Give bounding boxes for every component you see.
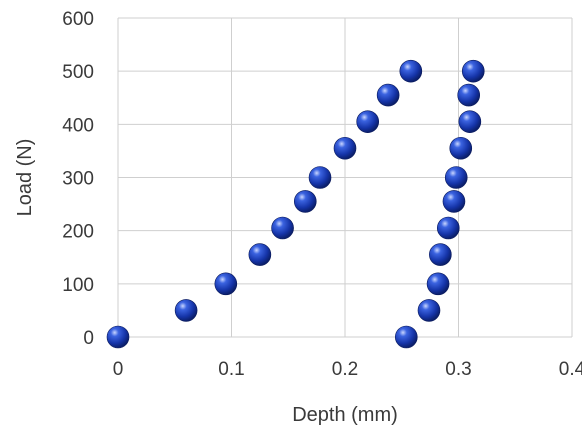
y-axis-title: Load (N) (14, 139, 36, 217)
y-tick-label: 500 (62, 62, 94, 83)
data-point (442, 190, 466, 213)
data-point (248, 243, 272, 266)
data-point (458, 110, 482, 133)
x-tick-label: 0.3 (445, 359, 471, 380)
data-point (214, 272, 238, 296)
data-point (399, 59, 423, 83)
y-tick-label: 100 (62, 275, 94, 296)
y-tick-label: 0 (83, 328, 94, 349)
y-tick-label: 400 (62, 115, 94, 136)
data-point (271, 216, 294, 240)
data-point (308, 166, 332, 189)
y-tick-label: 300 (62, 169, 94, 190)
x-tick-label: 0.1 (218, 359, 244, 380)
x-tick-label: 0.2 (332, 359, 358, 380)
x-tick-label: 0 (113, 359, 124, 380)
data-point (429, 243, 452, 266)
data-point (461, 59, 485, 83)
data-point (293, 190, 317, 213)
grid (117, 17, 573, 338)
data-point (333, 136, 357, 160)
data-point (417, 299, 441, 322)
data-point (426, 272, 450, 296)
tick-labels: 0 100 200 300 400 500 600 0 0.1 0.2 0.3 0.4 (62, 9, 582, 380)
data-point (449, 136, 473, 160)
y-tick-label: 600 (62, 9, 94, 30)
y-tick-label: 200 (62, 222, 94, 243)
data-point (356, 110, 380, 133)
data-point (444, 166, 468, 189)
x-tick-label: 0.4 (559, 359, 582, 380)
x-axis-title: Depth (mm) (292, 404, 398, 426)
data-point (394, 325, 418, 349)
data-points (106, 59, 485, 349)
data-point (376, 83, 400, 107)
data-point (436, 216, 460, 240)
data-point (106, 325, 130, 349)
data-point (174, 299, 198, 322)
data-point (457, 83, 481, 107)
